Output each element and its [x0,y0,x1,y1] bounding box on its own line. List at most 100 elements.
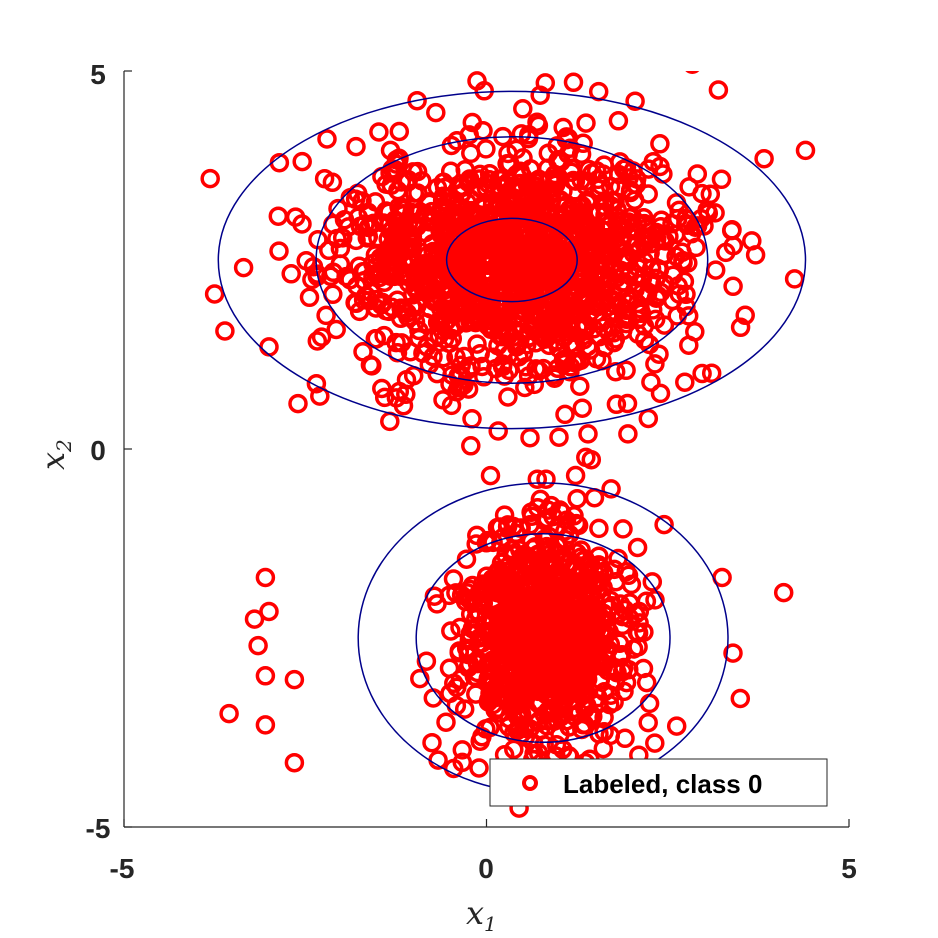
data-point-lower [496,679,516,700]
data-point-lower [559,717,579,737]
data-point-lower [527,498,548,518]
data-point-upper [555,404,575,425]
y-tick-label-bottom: -5 [86,813,111,844]
data-point-outlier [520,427,540,448]
contour-ellipse-4 [415,532,671,744]
data-point-upper [365,329,386,349]
data-point-upper [407,216,428,237]
data-point-upper [641,372,661,392]
data-point-upper [526,205,546,226]
legend-marker-icon [522,775,538,791]
data-point-upper [469,169,489,189]
data-point-upper [541,309,561,330]
data-point-upper [593,317,614,337]
data-point-upper [407,90,427,111]
data-point-outlier [284,669,305,690]
data-point-upper [634,330,655,350]
data-point-upper [669,200,689,221]
data-point-upper [672,242,692,263]
data-point-lower [443,758,464,779]
data-point-outlier [233,257,254,278]
data-point-upper [489,169,509,189]
data-point-upper [401,239,421,259]
data-point-lower [443,569,464,589]
data-point-upper [735,305,755,326]
data-point-lower [486,590,506,611]
data-point-lower [523,636,544,656]
data-point-upper [493,247,514,268]
data-point-lower [476,719,496,739]
data-point-outlier [255,666,276,686]
data-point-upper [605,329,626,349]
data-point-lower [576,447,596,468]
data-point-upper [582,235,602,256]
data-point-upper [678,306,699,326]
data-point-upper [616,360,636,381]
data-point-upper [383,219,403,239]
data-point-lower [518,598,539,619]
data-point-lower [615,728,635,749]
data-point-upper [465,206,486,226]
data-point-lower [645,590,665,610]
data-point-lower [571,564,592,584]
data-point-lower [458,657,479,678]
data-point-upper [439,302,460,323]
data-point-upper [433,172,454,193]
data-point-upper [561,162,582,182]
data-point-upper [302,269,322,290]
data-point-upper [515,377,535,398]
data-point-outlier [536,469,556,489]
y-axis-label-subscript: 2 [52,439,76,453]
data-point-upper [522,182,542,202]
data-point-lower [483,532,503,553]
data-point-upper [396,384,416,405]
x-axis-label-subscript: 1 [484,912,497,936]
data-point-outlier [433,390,453,410]
data-point-lower [550,698,570,719]
data-point-outlier [625,91,645,111]
data-point-upper [721,220,742,241]
data-point-upper [377,242,397,263]
data-point-outlier [527,469,548,489]
data-point-upper [542,289,563,309]
data-point-upper [576,113,596,133]
data-point-upper [452,267,473,287]
data-point-upper [488,421,508,441]
data-point-lower [536,567,557,587]
data-point-upper [359,290,380,311]
data-point-upper [488,324,509,344]
data-point-upper [606,394,627,415]
data-point-upper [390,308,411,329]
contour-ellipse-2 [315,136,709,384]
data-point-upper [354,261,375,282]
data-point-lower [492,552,513,572]
data-point-lower [600,634,621,655]
data-point-upper [461,356,481,376]
data-point-upper [506,265,526,286]
y-tick-label-top: 5 [90,59,106,90]
data-point-upper [651,210,672,231]
data-point-upper [651,216,671,237]
contour-ellipse-1 [445,217,578,303]
data-point-upper [281,264,301,284]
data-point-upper [494,196,515,216]
data-point-outlier [426,102,446,123]
data-point-upper [456,313,476,333]
data-point-lower [455,591,476,612]
data-point-lower [452,740,473,760]
data-point-upper [442,289,462,309]
data-point-lower [552,615,573,636]
data-point-upper [673,250,693,271]
data-point-lower [416,651,437,671]
data-point-lower [449,643,469,663]
data-point-upper [467,71,487,91]
data-point-upper [358,226,379,247]
data-point-upper [446,347,466,367]
data-point-outlier [716,242,736,263]
data-point-outlier [563,72,584,93]
contour-ellipse-3 [217,90,807,430]
data-point-lower [612,606,633,627]
data-point-lower [427,594,447,614]
data-point-upper [499,265,519,285]
